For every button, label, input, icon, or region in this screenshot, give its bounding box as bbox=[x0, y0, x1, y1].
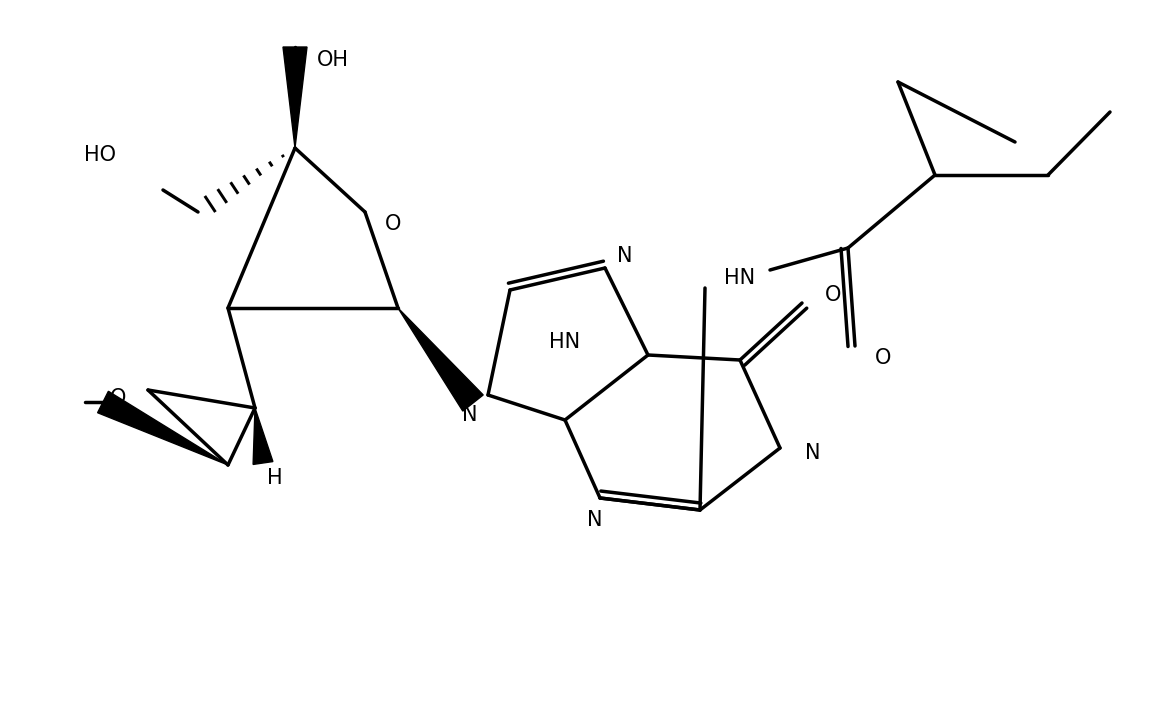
Polygon shape bbox=[97, 391, 228, 465]
Polygon shape bbox=[398, 308, 484, 411]
Text: HN: HN bbox=[549, 332, 581, 352]
Text: O: O bbox=[385, 214, 402, 234]
Text: N: N bbox=[804, 443, 821, 463]
Text: N: N bbox=[617, 246, 632, 266]
Text: O: O bbox=[875, 348, 891, 368]
Text: O: O bbox=[826, 285, 842, 305]
Text: HO: HO bbox=[84, 145, 116, 165]
Text: N: N bbox=[463, 405, 478, 425]
Text: OH: OH bbox=[317, 50, 349, 70]
Polygon shape bbox=[283, 47, 307, 148]
Text: HN: HN bbox=[725, 268, 755, 288]
Text: O: O bbox=[110, 388, 126, 408]
Text: N: N bbox=[587, 510, 603, 530]
Polygon shape bbox=[253, 408, 273, 464]
Text: H: H bbox=[267, 468, 282, 488]
